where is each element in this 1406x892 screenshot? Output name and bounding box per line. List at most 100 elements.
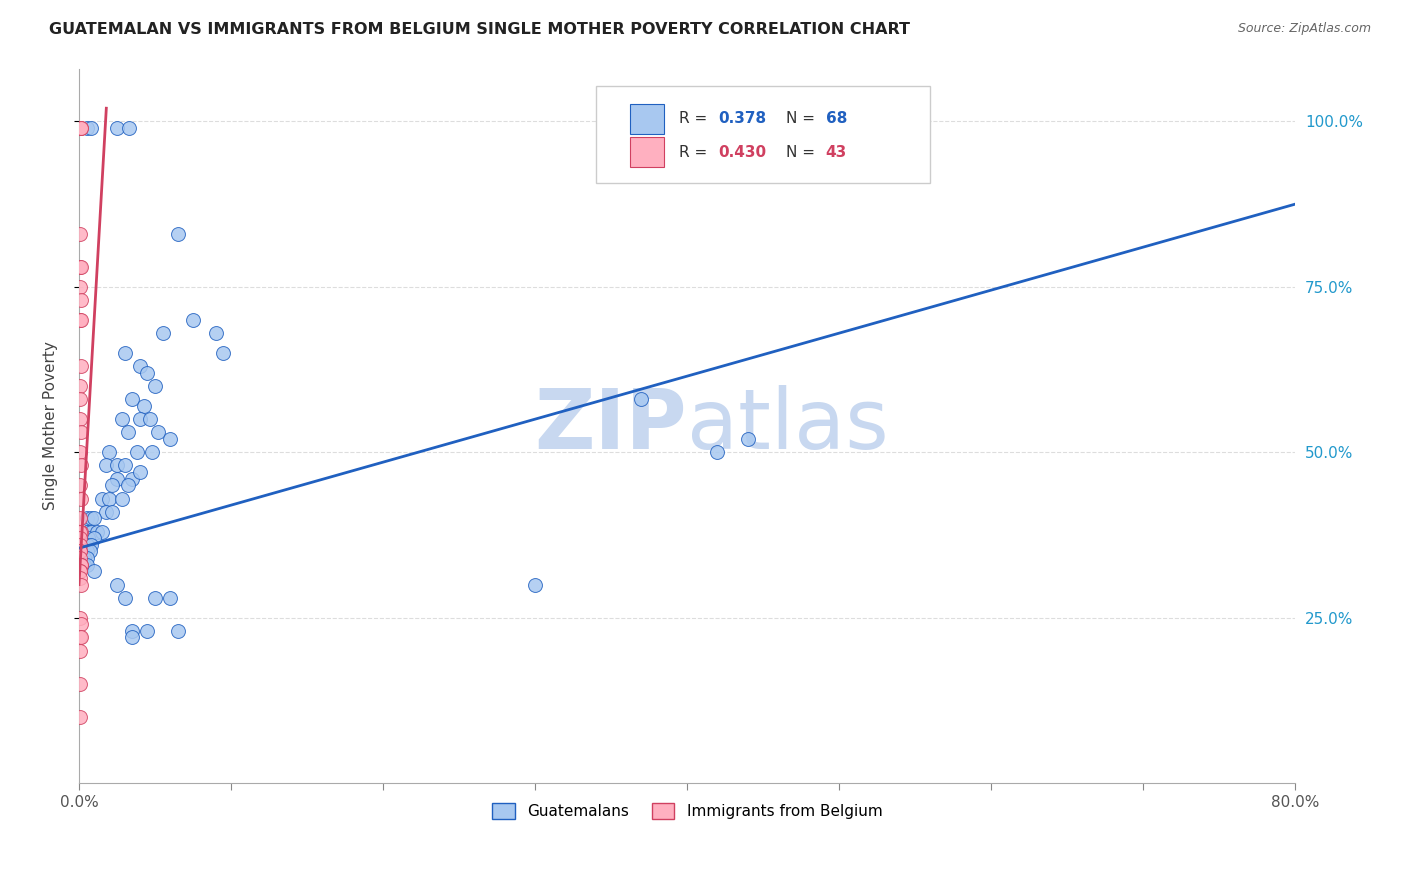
Point xyxy=(101,505,124,519)
Point xyxy=(69,631,91,645)
Text: N =: N = xyxy=(786,111,820,126)
Point xyxy=(69,313,91,327)
Point xyxy=(121,472,143,486)
Point xyxy=(76,558,98,572)
Point xyxy=(96,505,118,519)
Point xyxy=(159,591,181,605)
Point xyxy=(69,565,91,579)
Text: Source: ZipAtlas.com: Source: ZipAtlas.com xyxy=(1237,22,1371,36)
Point xyxy=(117,478,139,492)
Point xyxy=(69,293,91,307)
Point xyxy=(72,538,94,552)
Point xyxy=(83,511,105,525)
Point xyxy=(72,531,94,545)
Point xyxy=(69,577,91,591)
Point xyxy=(69,677,91,691)
Point xyxy=(69,558,91,572)
Point xyxy=(69,121,91,136)
Point xyxy=(80,511,103,525)
Point xyxy=(136,366,159,380)
Point xyxy=(76,121,98,136)
Point xyxy=(141,445,163,459)
Point xyxy=(69,524,91,539)
Point xyxy=(69,379,91,393)
Legend: Guatemalans, Immigrants from Belgium: Guatemalans, Immigrants from Belgium xyxy=(485,797,889,825)
Point xyxy=(83,565,105,579)
Point xyxy=(143,591,166,605)
Point xyxy=(69,392,91,407)
Point xyxy=(524,577,547,591)
Point xyxy=(69,491,91,506)
Point xyxy=(70,558,93,572)
Text: N =: N = xyxy=(786,145,820,160)
Point xyxy=(706,445,728,459)
Point xyxy=(72,544,94,558)
Point xyxy=(80,538,103,552)
Point xyxy=(737,432,759,446)
Point xyxy=(76,511,98,525)
Point xyxy=(69,631,91,645)
Point xyxy=(69,425,91,440)
Point xyxy=(69,610,91,624)
Point xyxy=(121,624,143,638)
Point xyxy=(69,544,91,558)
Y-axis label: Single Mother Poverty: Single Mother Poverty xyxy=(44,342,58,510)
Point xyxy=(117,425,139,440)
Point xyxy=(136,624,159,638)
Point xyxy=(86,524,108,539)
Point xyxy=(69,445,91,459)
Point xyxy=(69,260,91,274)
Point xyxy=(101,478,124,492)
Text: 43: 43 xyxy=(825,145,846,160)
Text: ZIP: ZIP xyxy=(534,385,688,467)
Point xyxy=(166,227,188,241)
Point xyxy=(98,445,121,459)
Point xyxy=(69,544,91,558)
Point xyxy=(69,571,91,585)
Point xyxy=(121,631,143,645)
Text: 68: 68 xyxy=(825,111,846,126)
Point xyxy=(114,591,136,605)
Point xyxy=(69,551,91,566)
Point xyxy=(76,544,98,558)
Point xyxy=(80,524,103,539)
Point xyxy=(105,577,128,591)
Point xyxy=(72,551,94,566)
Point xyxy=(70,121,93,136)
Point xyxy=(69,313,91,327)
Point xyxy=(128,359,150,374)
Point xyxy=(69,478,91,492)
Point xyxy=(90,491,112,506)
Point xyxy=(72,558,94,572)
Point xyxy=(69,524,91,539)
Point xyxy=(69,538,91,552)
Text: 0.378: 0.378 xyxy=(718,111,766,126)
Point xyxy=(105,472,128,486)
Bar xyxy=(630,103,664,134)
Text: GUATEMALAN VS IMMIGRANTS FROM BELGIUM SINGLE MOTHER POVERTY CORRELATION CHART: GUATEMALAN VS IMMIGRANTS FROM BELGIUM SI… xyxy=(49,22,910,37)
Point xyxy=(69,280,91,294)
Point xyxy=(69,558,91,572)
Point xyxy=(69,617,91,632)
Point xyxy=(143,379,166,393)
Point xyxy=(69,260,91,274)
Point xyxy=(128,412,150,426)
Point xyxy=(70,359,93,374)
Point xyxy=(69,227,91,241)
Point xyxy=(69,511,91,525)
Point xyxy=(69,458,91,473)
Point xyxy=(69,558,91,572)
Point xyxy=(212,346,235,360)
Point xyxy=(114,346,136,360)
Point xyxy=(77,531,100,545)
Point xyxy=(98,491,121,506)
Text: atlas: atlas xyxy=(688,385,889,467)
Bar xyxy=(630,137,664,167)
Point xyxy=(125,445,148,459)
Text: R =: R = xyxy=(679,145,711,160)
Point xyxy=(69,644,91,658)
Point xyxy=(69,121,91,136)
Point xyxy=(80,121,103,136)
Point xyxy=(83,531,105,545)
Point xyxy=(110,491,132,506)
